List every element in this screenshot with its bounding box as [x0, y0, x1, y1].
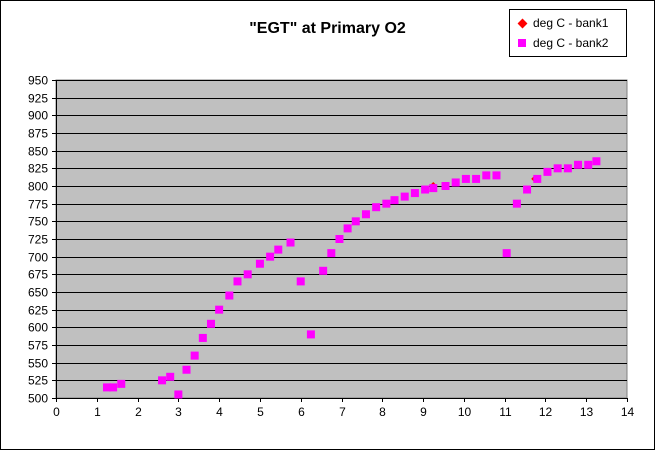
data-point-bank2	[174, 390, 183, 399]
data-point-bank2	[441, 182, 450, 190]
data-point-bank2	[319, 266, 328, 275]
y-tick-label: 600	[28, 321, 48, 335]
y-tick-label: 500	[28, 392, 48, 406]
data-point-bank2	[190, 351, 199, 360]
data-point-bank2	[563, 164, 572, 173]
x-tick-label: 11	[499, 405, 512, 419]
y-tick-label: 575	[28, 339, 48, 353]
x-tick-label: 8	[379, 405, 386, 419]
data-point-bank2	[343, 224, 352, 233]
y-tick-label: 825	[28, 162, 48, 176]
data-point-bank2	[382, 199, 391, 208]
data-point-bank2	[553, 164, 562, 173]
data-point-bank2	[274, 245, 283, 254]
y-tick-label: 700	[28, 251, 48, 265]
legend-item-bank2: deg C - bank2	[516, 35, 608, 51]
x-tick-label: 14	[621, 405, 635, 419]
data-point-bank2	[421, 185, 430, 194]
data-point-bank2	[410, 189, 419, 198]
y-tick-label: 875	[28, 127, 48, 141]
data-point-bank2	[429, 184, 438, 193]
data-point-bank2	[166, 372, 175, 381]
data-point-bank2	[215, 305, 224, 314]
y-tick-label: 725	[28, 233, 48, 247]
y-tick-label: 800	[28, 180, 48, 194]
data-point-bank2	[158, 376, 167, 385]
y-tick-label: 675	[28, 268, 48, 282]
data-point-bank2	[296, 277, 305, 286]
x-tick-label: 9	[420, 405, 427, 419]
y-tick-label: 625	[28, 304, 48, 318]
data-point-bank2	[584, 160, 593, 169]
x-tick-label: 7	[339, 405, 346, 419]
data-point-bank2	[574, 160, 583, 169]
data-point-bank2	[233, 277, 242, 286]
x-tick-label: 10	[458, 405, 472, 419]
data-point-bank2	[512, 199, 521, 208]
data-point-bank2	[117, 379, 126, 388]
x-tick-label: 0	[53, 405, 60, 419]
data-point-bank2	[502, 249, 511, 258]
y-tick-label: 650	[28, 286, 48, 300]
data-point-bank2	[286, 238, 295, 247]
x-tick-label: 3	[175, 405, 182, 419]
data-point-bank2	[372, 203, 381, 212]
data-point-bank2	[451, 178, 460, 187]
y-tick-label: 525	[28, 374, 48, 388]
data-point-bank2	[400, 192, 409, 201]
data-point-bank2	[306, 330, 315, 339]
data-point-bank2	[533, 174, 542, 183]
data-point-bank2	[198, 333, 207, 342]
x-tick-label: 13	[580, 405, 594, 419]
square-marker-icon	[516, 36, 528, 50]
y-tick-label: 775	[28, 198, 48, 212]
x-tick-label: 4	[216, 405, 223, 419]
y-tick-label: 550	[28, 357, 48, 371]
legend-label-bank2: deg C - bank2	[533, 36, 609, 50]
data-point-bank2	[472, 174, 481, 183]
data-point-bank2	[543, 167, 552, 176]
x-tick-label: 6	[298, 405, 305, 419]
data-point-bank2	[266, 252, 275, 261]
data-point-bank2	[482, 171, 491, 180]
data-point-bank2	[523, 185, 532, 194]
data-point-bank2	[206, 319, 215, 328]
data-point-bank2	[109, 383, 118, 392]
data-point-bank2	[182, 365, 191, 374]
y-tick-label: 950	[28, 74, 48, 88]
data-point-bank2	[361, 210, 370, 219]
diamond-marker-icon	[516, 16, 528, 30]
y-tick-label: 750	[28, 215, 48, 229]
data-point-bank2	[390, 196, 399, 205]
data-point-bank2	[243, 270, 252, 279]
data-point-bank2	[492, 171, 501, 180]
x-tick-label: 12	[539, 405, 553, 419]
data-point-bank2	[225, 291, 234, 300]
legend-label-bank1: deg C - bank1	[533, 16, 609, 30]
y-tick-label: 900	[28, 109, 48, 123]
chart-title: "EGT" at Primary O2	[249, 20, 406, 37]
x-tick-label: 2	[135, 405, 142, 419]
x-tick-label: 1	[94, 405, 101, 419]
chart-legend: deg C - bank1 deg C - bank2	[509, 9, 627, 57]
data-point-bank2	[327, 249, 336, 258]
data-point-bank2	[351, 217, 360, 226]
data-point-bank2	[255, 259, 264, 268]
x-tick-label: 5	[257, 405, 264, 419]
data-point-bank2	[335, 235, 344, 243]
y-tick-label: 850	[28, 145, 48, 159]
data-point-bank2	[102, 383, 111, 392]
data-point-bank2	[592, 157, 601, 166]
y-tick-label: 925	[28, 92, 48, 106]
data-point-bank2	[461, 174, 470, 183]
legend-item-bank1: deg C - bank1	[516, 15, 608, 31]
